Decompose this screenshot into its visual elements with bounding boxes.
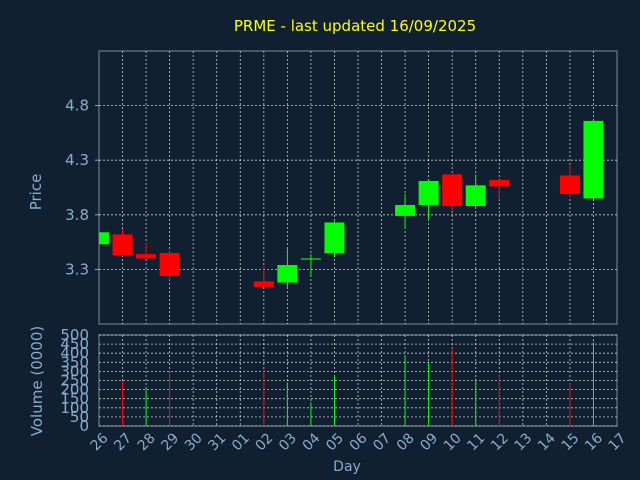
candle-body bbox=[300, 258, 321, 260]
price-tick-label: 3.8 bbox=[65, 206, 89, 224]
candle-body bbox=[324, 222, 345, 254]
candle-body bbox=[112, 234, 133, 256]
price-candles bbox=[99, 118, 604, 288]
price-tick-label: 4.8 bbox=[65, 97, 89, 115]
volume-tick-label: 100 bbox=[60, 399, 89, 417]
candle-body bbox=[99, 232, 109, 245]
candle-body bbox=[583, 120, 604, 199]
volume-tick-label: 250 bbox=[60, 372, 89, 390]
candle-body bbox=[418, 180, 439, 205]
volume-tick-label: 150 bbox=[60, 390, 89, 408]
volume-tick-label: 200 bbox=[60, 381, 89, 399]
price-axis-label: Price bbox=[27, 174, 45, 211]
candle-body bbox=[395, 204, 416, 216]
volume-tick-label: 300 bbox=[60, 362, 89, 380]
candle-body bbox=[136, 254, 157, 259]
candle-body bbox=[465, 185, 486, 207]
candle-body bbox=[253, 281, 274, 287]
volume-tick-label: 400 bbox=[60, 344, 89, 362]
chart-title: PRME - last updated 16/09/2025 bbox=[234, 17, 476, 35]
volume-tick-label: 50 bbox=[70, 408, 89, 426]
volume-tick-label: 500 bbox=[60, 326, 89, 344]
volume-axis-label: Volume (0000) bbox=[28, 326, 46, 436]
candle-body bbox=[559, 175, 580, 195]
volume-tick-label: 450 bbox=[60, 335, 89, 353]
x-axis-label: Day bbox=[333, 459, 361, 475]
volume-tick-label: 0 bbox=[79, 417, 89, 435]
volume-tick-label: 350 bbox=[60, 353, 89, 371]
candle-body bbox=[489, 179, 510, 187]
candle-body bbox=[159, 253, 180, 276]
price-tick-label: 4.3 bbox=[65, 151, 89, 169]
candle-body bbox=[442, 174, 463, 207]
price-tick-label: 3.3 bbox=[65, 260, 89, 278]
volume-bars bbox=[122, 342, 594, 426]
candle-body bbox=[277, 265, 298, 283]
